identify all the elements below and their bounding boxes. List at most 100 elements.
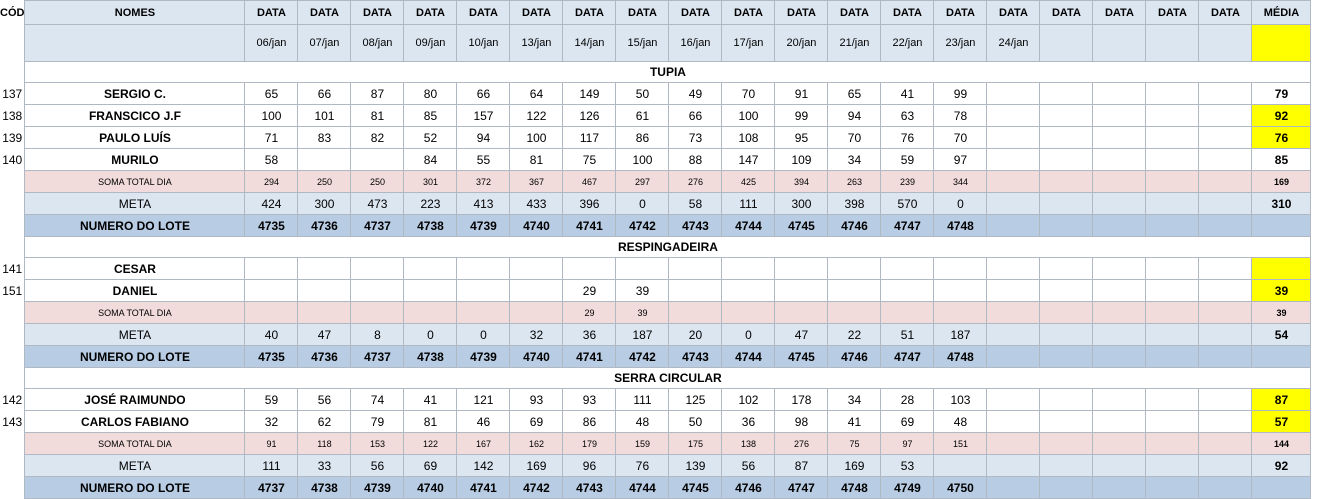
meta-cell[interactable]: 570 [880, 192, 935, 215]
date-cell[interactable]: 24/jan [986, 24, 1041, 62]
data-header[interactable]: DATA [1198, 0, 1253, 25]
soma-cell[interactable]: 263 [827, 170, 882, 193]
value-cell[interactable]: 41 [403, 388, 458, 411]
value-cell[interactable]: 81 [509, 148, 564, 171]
lote-cell[interactable]: 4738 [297, 476, 352, 499]
soma-cell[interactable] [456, 301, 511, 324]
value-cell[interactable]: 97 [933, 148, 988, 171]
value-cell[interactable] [1198, 104, 1253, 127]
meta-cell[interactable]: 0 [456, 323, 511, 346]
value-cell[interactable] [1092, 279, 1147, 302]
value-cell[interactable] [350, 279, 405, 302]
value-cell[interactable]: 88 [668, 148, 723, 171]
value-cell[interactable]: 99 [774, 104, 829, 127]
meta-cell[interactable]: 53 [880, 454, 935, 477]
lote-cell[interactable] [986, 476, 1041, 499]
value-cell[interactable]: 50 [615, 82, 670, 105]
meta-cell[interactable] [1145, 323, 1200, 346]
value-cell[interactable] [297, 279, 352, 302]
value-cell[interactable] [1145, 410, 1200, 433]
value-cell[interactable] [986, 148, 1041, 171]
cod-blank[interactable] [0, 367, 25, 389]
soma-cell[interactable]: 175 [668, 432, 723, 455]
value-cell[interactable]: 66 [668, 104, 723, 127]
soma-cell[interactable] [1092, 170, 1147, 193]
value-cell[interactable]: 94 [827, 104, 882, 127]
value-cell[interactable] [986, 257, 1041, 280]
lote-cell[interactable] [1198, 214, 1253, 237]
meta-cell[interactable] [1145, 454, 1200, 477]
value-cell[interactable] [1198, 257, 1253, 280]
date-cell[interactable]: 22/jan [880, 24, 935, 62]
soma-cell[interactable]: 367 [509, 170, 564, 193]
worker-name[interactable]: MURILO [24, 148, 246, 171]
soma-media[interactable]: 39 [1251, 301, 1312, 324]
meta-cell[interactable] [1039, 454, 1094, 477]
worker-name[interactable]: DANIEL [24, 279, 246, 302]
value-cell[interactable] [880, 257, 935, 280]
meta-cell[interactable]: 396 [562, 192, 617, 215]
value-cell[interactable] [1092, 148, 1147, 171]
meta-cell[interactable]: 56 [350, 454, 405, 477]
value-cell[interactable]: 48 [933, 410, 988, 433]
meta-cell[interactable]: 47 [297, 323, 352, 346]
lote-cell[interactable]: 4745 [774, 214, 829, 237]
lote-cell[interactable]: 4741 [456, 476, 511, 499]
lote-cell[interactable] [1198, 345, 1253, 368]
date-cell[interactable]: 17/jan [721, 24, 776, 62]
meta-cell[interactable]: 398 [827, 192, 882, 215]
soma-cell[interactable]: 118 [297, 432, 352, 455]
lote-cell[interactable]: 4749 [880, 476, 935, 499]
value-cell[interactable]: 58 [244, 148, 299, 171]
lote-cell[interactable]: 4736 [297, 214, 352, 237]
value-cell[interactable] [1039, 388, 1094, 411]
media-cell[interactable] [1251, 257, 1312, 280]
lote-cell[interactable]: 4748 [827, 476, 882, 499]
soma-cell[interactable]: 159 [615, 432, 670, 455]
value-cell[interactable] [562, 257, 617, 280]
media-cell[interactable]: 76 [1251, 126, 1312, 149]
soma-cell[interactable]: 239 [880, 170, 935, 193]
value-cell[interactable] [615, 257, 670, 280]
lote-cell[interactable] [986, 345, 1041, 368]
value-cell[interactable]: 103 [933, 388, 988, 411]
cod-blank[interactable] [0, 236, 25, 258]
meta-cell[interactable]: 111 [244, 454, 299, 477]
meta-cell[interactable]: 300 [297, 192, 352, 215]
meta-label[interactable]: META [24, 454, 246, 477]
lote-cell[interactable]: 4735 [244, 214, 299, 237]
value-cell[interactable] [774, 257, 829, 280]
soma-cell[interactable] [1198, 432, 1253, 455]
value-cell[interactable] [668, 279, 723, 302]
worker-code[interactable]: 143 [0, 410, 25, 433]
lote-cell[interactable]: 4746 [827, 345, 882, 368]
value-cell[interactable] [986, 104, 1041, 127]
value-cell[interactable]: 69 [880, 410, 935, 433]
soma-cell[interactable] [1198, 301, 1253, 324]
value-cell[interactable]: 28 [880, 388, 935, 411]
lote-cell[interactable]: 4745 [774, 345, 829, 368]
meta-cell[interactable]: 300 [774, 192, 829, 215]
lote-cell[interactable] [1039, 214, 1094, 237]
value-cell[interactable] [774, 279, 829, 302]
value-cell[interactable]: 70 [827, 126, 882, 149]
meta-cell[interactable]: 69 [403, 454, 458, 477]
data-header[interactable]: DATA [668, 0, 723, 25]
date-cell[interactable] [1092, 24, 1147, 62]
soma-media[interactable]: 169 [1251, 170, 1312, 193]
soma-cell[interactable] [827, 301, 882, 324]
value-cell[interactable] [1039, 148, 1094, 171]
value-cell[interactable]: 126 [562, 104, 617, 127]
value-cell[interactable]: 109 [774, 148, 829, 171]
value-cell[interactable]: 59 [244, 388, 299, 411]
date-cell[interactable]: 07/jan [297, 24, 352, 62]
data-header[interactable]: DATA [1039, 0, 1094, 25]
value-cell[interactable]: 100 [615, 148, 670, 171]
date-cell[interactable]: 14/jan [562, 24, 617, 62]
meta-cell[interactable]: 169 [827, 454, 882, 477]
lote-cell[interactable] [1039, 476, 1094, 499]
value-cell[interactable]: 41 [880, 82, 935, 105]
value-cell[interactable] [1039, 126, 1094, 149]
value-cell[interactable] [933, 279, 988, 302]
worker-code[interactable]: 142 [0, 388, 25, 411]
